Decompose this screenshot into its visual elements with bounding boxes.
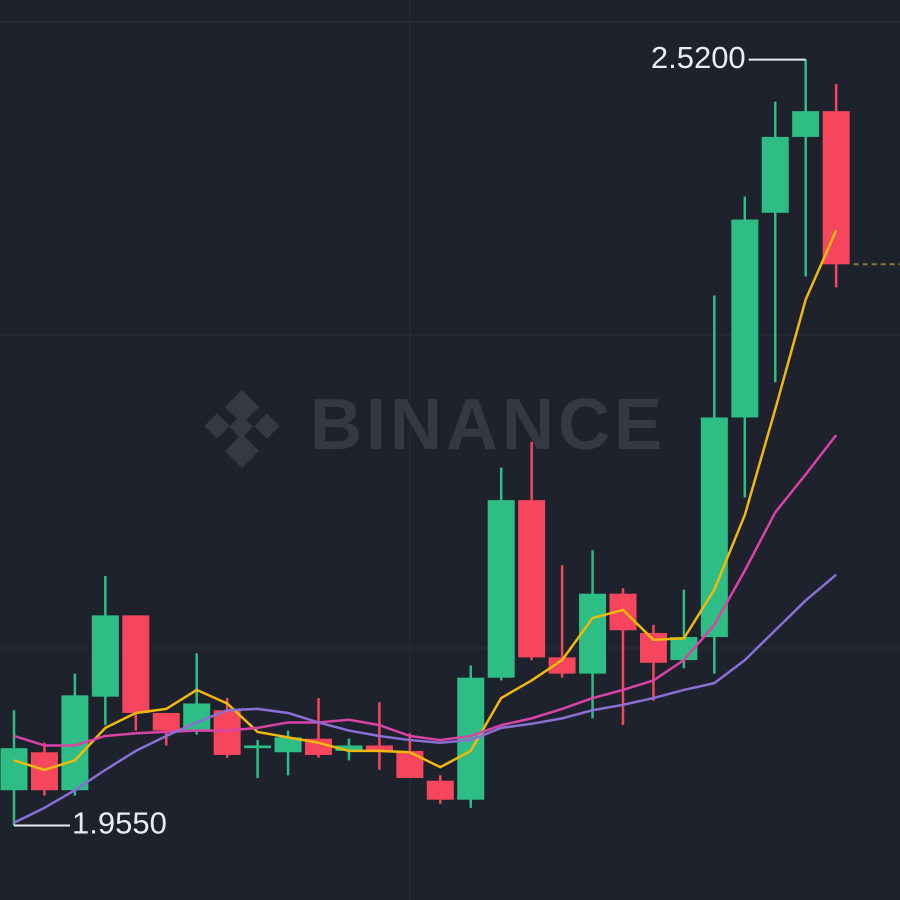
watermark-logo (204, 390, 280, 468)
candle-body (91, 615, 119, 697)
candle-body (30, 752, 58, 791)
candle-body (700, 417, 728, 638)
candle-body (792, 111, 820, 137)
candle-body (396, 750, 424, 779)
plot: 2.5200 1.9550 (0, 40, 900, 841)
annotation-label: 2.5200 (651, 40, 746, 75)
candle-body (731, 219, 759, 418)
candle-body (822, 111, 850, 265)
candle-body (335, 745, 363, 751)
candle-body (0, 748, 28, 791)
candle-body (518, 500, 546, 658)
candle-body (365, 745, 393, 751)
candle-body (579, 593, 607, 674)
annotation-label: 1.9550 (72, 806, 167, 841)
candle-body (487, 500, 515, 678)
candle-body (639, 632, 667, 663)
ma-line (13, 229, 838, 772)
candle-body (426, 780, 454, 800)
candle-body (548, 657, 576, 674)
watermark: BINANCE (310, 385, 666, 465)
candle-body (122, 615, 150, 713)
candle-body (457, 677, 485, 800)
candle-body (213, 710, 241, 755)
candle-body (670, 637, 698, 661)
ma-line (13, 573, 837, 824)
ma-line (13, 434, 838, 747)
candle-body (152, 712, 180, 731)
candle-body (244, 745, 272, 749)
candle-body (761, 136, 789, 213)
candle-body (274, 737, 302, 753)
